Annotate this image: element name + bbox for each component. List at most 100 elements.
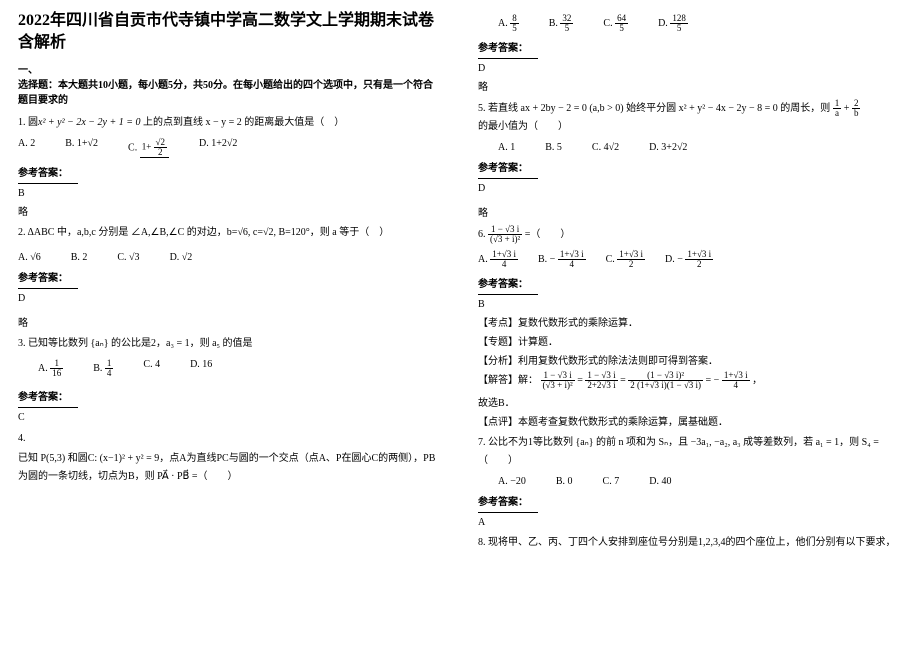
- q1-answer-label: 参考答案：: [18, 164, 442, 179]
- q6e2d: 2+2√3 i: [585, 381, 617, 390]
- q3-opt-c: C. 4: [143, 359, 160, 378]
- q1-answer: B: [18, 188, 442, 199]
- q1-eq: x² + y² − 2x − 2y + 1 = 0: [38, 117, 141, 128]
- q5-answer: D: [478, 183, 902, 194]
- q7-options: A. −20 B. 0 C. 7 D. 40: [498, 476, 902, 487]
- q1-opt-d: D. 1+2√2: [199, 138, 237, 158]
- divider: [18, 183, 78, 184]
- q5-plus: +: [841, 103, 852, 114]
- q3-opt-a: A. 116: [38, 359, 63, 378]
- q1-stem-pre: 1. 圆: [18, 117, 38, 128]
- divider: [478, 178, 538, 179]
- q6-exp-4: 【解答】解： 1 − √3 i(√3 + i)² = 1 − √3 i2+2√3…: [478, 371, 902, 390]
- q2-answer: D: [18, 293, 442, 304]
- q6-opt-d: D. − 1+√3 i2: [665, 250, 713, 269]
- q5-options: A. 1 B. 5 C. 4√2 D. 3+2√2: [498, 142, 902, 153]
- divider: [18, 407, 78, 408]
- q6ds: −: [677, 254, 685, 265]
- q6e3d: 2 (1+√3 i)(1 − √3 i): [628, 381, 703, 390]
- q6mid3: = −: [706, 375, 722, 386]
- q1-opt-c: C. 1+ √22: [128, 138, 169, 158]
- q6cd: 2: [617, 260, 645, 269]
- q4-lve: 略: [478, 78, 902, 93]
- question-5: 5. 若直线 ax + 2by − 2 = 0 (a,b > 0) 始终平分圆 …: [478, 99, 902, 136]
- q1-options: A. 2 B. 1+√2 C. 1+ √22 D. 1+2√2: [18, 138, 442, 158]
- q4-c-d: 5: [615, 24, 628, 33]
- q5-opt-d: D. 3+2√2: [649, 142, 687, 153]
- question-6: 6. 1 − √3 i(√3 + i)² =（ ）: [478, 225, 902, 244]
- q4-answer: D: [478, 63, 902, 74]
- q4-d-d: 5: [670, 24, 688, 33]
- divider: [478, 58, 538, 59]
- q6-exp-1: 【考点】复数代数形式的乘除运算．: [478, 314, 902, 329]
- q6bs: −: [550, 254, 558, 265]
- q1-opt-a: A. 2: [18, 138, 35, 158]
- q5-lve: 略: [478, 204, 902, 219]
- q7-answer-label: 参考答案：: [478, 493, 902, 508]
- q6mid2: =: [620, 375, 628, 386]
- q6-exp-4a: 【解答】解：: [478, 375, 538, 386]
- q6-exp-6: 【点评】本题考查复数代数形式的乘除运算，属基础题．: [478, 413, 902, 428]
- q3-answer-label: 参考答案：: [18, 388, 442, 403]
- q2-opt-a: A. √6: [18, 252, 41, 263]
- q4-opt-b: B. 325: [549, 14, 574, 33]
- q6-exp-5: 故选B．: [478, 394, 902, 409]
- q2-lve: 略: [18, 314, 442, 329]
- q4-a-d: 5: [510, 24, 519, 33]
- q7-opt-c: C. 7: [603, 476, 620, 487]
- q7-opt-a: A. −20: [498, 476, 526, 487]
- q6-eq: =（ ）: [525, 229, 571, 240]
- q6e4d: 4: [722, 381, 750, 390]
- q3-opt-d: D. 16: [190, 359, 212, 378]
- q6end: ，: [752, 375, 762, 386]
- q3-opt-b: B. 14: [93, 359, 113, 378]
- q2-opt-d: D. √2: [170, 252, 193, 263]
- q4-b-d: 5: [560, 24, 573, 33]
- q4-opt-d: D. 1285: [658, 14, 688, 33]
- q6mid1: =: [577, 375, 585, 386]
- q5-stem-b: 的最小值为（ ）: [478, 118, 902, 136]
- q6-options: A. 1+√3 i4 B. − 1+√3 i4 C. 1+√3 i2 D. − …: [478, 250, 902, 269]
- q5-answer-label: 参考答案：: [478, 159, 902, 174]
- q2-answer-label: 参考答案：: [18, 269, 442, 284]
- divider: [18, 288, 78, 289]
- q4-options: A. 85 B. 325 C. 645 D. 1285: [498, 14, 902, 33]
- q6-opt-c: C. 1+√3 i2: [606, 250, 645, 269]
- q6-opt-a: A. 1+√3 i4: [478, 250, 518, 269]
- q3-options: A. 116 B. 14 C. 4 D. 16: [38, 359, 442, 378]
- q2-opt-b: B. 2: [71, 252, 88, 263]
- q4-opt-a: A. 85: [498, 14, 519, 33]
- question-1: 1. 圆x² + y² − 2x − 2y + 1 = 0 上的点到直线 x −…: [18, 114, 442, 132]
- q5-stem-a: 5. 若直线 ax + 2by − 2 = 0 (a,b > 0) 始终平分圆 …: [478, 103, 830, 114]
- q3-num: 4.: [18, 433, 442, 444]
- question-3: 3. 已知等比数列 {aₙ} 的公比是2，a₃ = 1，则 a₅ 的值是: [18, 335, 442, 353]
- question-7: 7. 公比不为1等比数列 {aₙ} 的前 n 项和为 Sₙ，且 −3a₁, −a…: [478, 434, 902, 470]
- q1-stem-post: 上的点到直线 x − y = 2 的距离最大值是（ ）: [143, 117, 344, 128]
- q7-opt-d: D. 40: [649, 476, 671, 487]
- q4-opt-c: C. 645: [603, 14, 628, 33]
- q3-answer: C: [18, 412, 442, 423]
- q7-answer: A: [478, 517, 902, 528]
- q7-opt-b: B. 0: [556, 476, 573, 487]
- question-8: 8. 现将甲、乙、丙、丁四个人安排到座位号分别是1,2,3,4的四个座位上，他们…: [478, 534, 902, 552]
- q2-options: A. √6 B. 2 C. √3 D. √2: [18, 252, 442, 263]
- q6-main-d: (√3 + i)²: [488, 235, 522, 244]
- q6e1d: (√3 + i)²: [541, 381, 575, 390]
- q1-opt-b: B. 1+√2: [65, 138, 98, 158]
- question-4: 已知 P(5,3) 和圆C: (x−1)² + y² = 9，点A为直线PC与圆…: [18, 450, 442, 486]
- q5-opt-b: B. 5: [545, 142, 562, 153]
- q4-answer-label: 参考答案：: [478, 39, 902, 54]
- q2-opt-c: C. √3: [117, 252, 139, 263]
- divider: [478, 294, 538, 295]
- q5-f2d: b: [852, 109, 861, 118]
- page-title: 2022年四川省自贡市代寺镇中学高二数学文上学期期末试卷含解析: [18, 10, 442, 55]
- q6bd: 4: [558, 260, 586, 269]
- q6-answer-label: 参考答案：: [478, 275, 902, 290]
- q6dd: 2: [685, 260, 713, 269]
- q5-opt-a: A. 1: [498, 142, 515, 153]
- q6-exp-3: 【分析】利用复数代数形式的除法法则即可得到答案．: [478, 352, 902, 367]
- q3-a-den: 16: [50, 369, 63, 378]
- q6-opt-b: B. − 1+√3 i4: [538, 250, 586, 269]
- q1-lve: 略: [18, 203, 442, 218]
- q3-b-den: 4: [105, 369, 114, 378]
